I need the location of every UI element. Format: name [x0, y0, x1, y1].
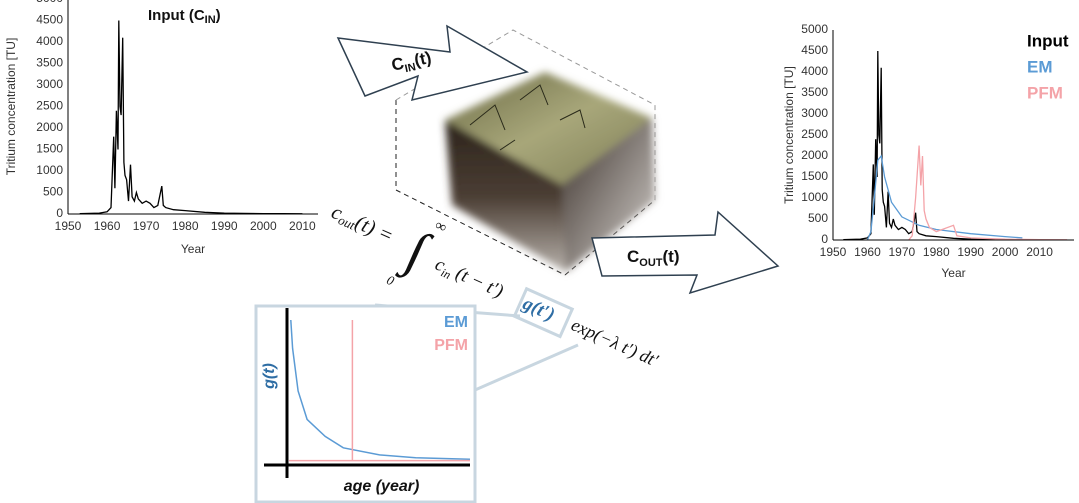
x-axis-label: Year — [181, 242, 205, 256]
c-in-sub: IN — [404, 61, 417, 75]
y-tick-label: 500 — [808, 211, 828, 225]
c-in-arg: (t) — [413, 48, 434, 70]
y-tick-label: 1500 — [36, 142, 63, 156]
title-part: IN — [205, 14, 216, 26]
eq-upper: ∞ — [433, 217, 450, 236]
x-tick-label: 1950 — [820, 245, 847, 259]
c-out-main: C — [627, 247, 639, 266]
series-line — [866, 154, 1023, 241]
eq-kernel: cin (t − t′) — [431, 254, 506, 304]
legend-label: PFM — [1027, 83, 1063, 102]
cube-edge — [395, 29, 656, 200]
y-axis-label: Tritium concentration [TU] — [4, 38, 18, 176]
x-tick-label: 2010 — [289, 219, 316, 233]
y-tick-label: 1000 — [801, 190, 828, 204]
y-tick-label: 5000 — [801, 22, 828, 36]
eq-rest: exp(−λ t′) dt′ — [568, 314, 662, 371]
c-out-sub: OUT — [639, 257, 663, 269]
x-axis-label: Year — [941, 266, 965, 280]
y-tick-label: 2500 — [36, 99, 63, 113]
c-out-arg: (t) — [663, 247, 680, 266]
y-tick-label: 3500 — [36, 56, 63, 70]
g-highlight — [512, 286, 575, 339]
series-line — [289, 320, 470, 462]
y-tick-label: 5000 — [36, 0, 63, 5]
eq-text: (t) = — [352, 210, 398, 248]
series-line — [290, 319, 471, 460]
y-tick-label: 3000 — [801, 106, 828, 120]
eq-integral: ∫ — [394, 219, 439, 285]
series-line — [908, 145, 1068, 241]
legend-label: PFM — [434, 337, 468, 354]
soil-front — [445, 120, 566, 272]
legend-label: Input — [1027, 31, 1069, 50]
g-panel — [254, 304, 477, 503]
soil-texture — [469, 84, 586, 151]
x-tick-label: 2010 — [1026, 245, 1053, 259]
eq-lower: 0 — [385, 272, 397, 289]
x-tick-label: 1970 — [133, 219, 160, 233]
soil-side — [562, 118, 655, 272]
y-tick-label: 4000 — [801, 64, 828, 78]
x-tick-label: 1980 — [172, 219, 199, 233]
x-tick-label: 1970 — [889, 245, 916, 259]
soil-block — [445, 72, 655, 272]
y-tick-label: 2000 — [36, 120, 63, 134]
x-tick-label: 1950 — [55, 219, 82, 233]
y-tick-label: 3000 — [36, 77, 63, 91]
series-line — [79, 20, 303, 215]
c-in-main: C — [390, 54, 406, 75]
series-line — [843, 50, 1040, 241]
x-tick-label: 1980 — [923, 245, 950, 259]
eq-sub: out — [336, 212, 358, 233]
y-tick-label: 2000 — [801, 148, 828, 162]
y-tick-label: 4000 — [36, 34, 63, 48]
y-tick-label: 4500 — [801, 43, 828, 57]
x-axis-label: age (year) — [344, 478, 420, 495]
cube-edge — [395, 100, 566, 276]
c-in-label: CIN(t) — [390, 48, 434, 77]
title-part: ) — [216, 7, 221, 24]
x-tick-label: 2000 — [992, 245, 1019, 259]
y-tick-label: 4500 — [36, 13, 63, 27]
legend-label: EM — [444, 314, 468, 331]
x-tick-label: 1990 — [957, 245, 984, 259]
y-tick-label: 1500 — [801, 169, 828, 183]
eq-lhs: cout(t) = — [328, 199, 398, 249]
y-tick-label: 0 — [56, 206, 63, 220]
y-tick-label: 2500 — [801, 127, 828, 141]
y-tick-label: 0 — [821, 232, 828, 246]
c-out-label: COUT(t) — [627, 247, 680, 268]
title-part: Input (C — [148, 7, 205, 24]
chart-title: Input (CIN) — [148, 7, 221, 26]
soil-top — [445, 72, 652, 185]
x-tick-label: 2000 — [250, 219, 277, 233]
y-tick-label: 500 — [43, 185, 63, 199]
arrow-in — [336, 24, 530, 102]
y-axis-label: Tritium concentration [TU] — [782, 66, 796, 204]
y-tick-label: 3500 — [801, 85, 828, 99]
x-tick-label: 1960 — [94, 219, 121, 233]
zoom-line — [474, 343, 579, 392]
arrow-out — [591, 210, 780, 295]
x-tick-label: 1990 — [211, 219, 238, 233]
x-tick-label: 1960 — [854, 245, 881, 259]
legend-label: EM — [1027, 57, 1053, 76]
y-axis-label: g(t) — [261, 363, 278, 390]
eq-text: (t − t′) — [448, 261, 506, 302]
y-tick-label: 1000 — [36, 163, 63, 177]
